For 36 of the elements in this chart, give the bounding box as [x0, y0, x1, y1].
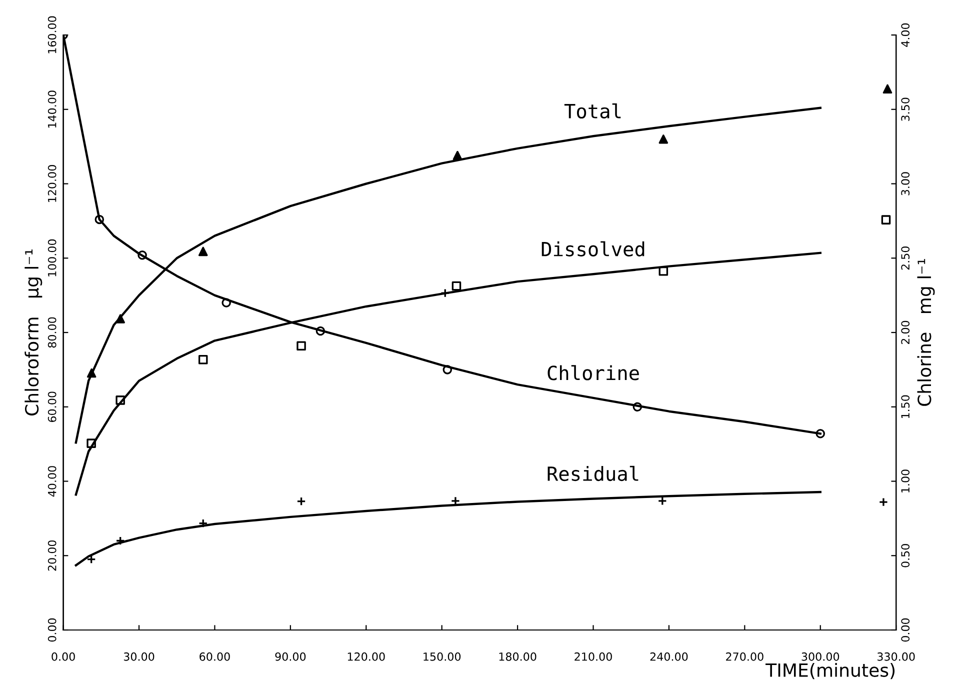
y-tick-label: 140.00: [48, 90, 56, 128]
x-tick-label: 210.00: [574, 652, 612, 661]
series-label: Dissolved: [542, 241, 644, 256]
y2-axis-title: Chlorine mg l⁻¹: [917, 259, 935, 406]
series-label: Total: [564, 103, 621, 118]
y-tick-label: 0.00: [48, 618, 56, 642]
y2-tick-label: 1.50: [901, 395, 910, 418]
x-tick-label: 150.00: [424, 652, 461, 661]
x-tick-label: 330.00: [877, 652, 915, 661]
x-tick-label: 60.00: [200, 652, 230, 661]
y-tick-label: 40.00: [48, 466, 56, 497]
y2-tick-label: 4.00: [901, 23, 910, 47]
y-tick-label: 20.00: [48, 540, 56, 571]
x-tick-label: 240.00: [650, 652, 688, 661]
x-tick-label: 120.00: [348, 652, 385, 661]
y2-tick-label: 1.00: [901, 470, 910, 492]
y-axis-title: Chloroform μg l⁻¹: [24, 250, 42, 416]
y2-tick-label: 2.50: [901, 246, 910, 270]
y2-tick-label: 3.00: [901, 172, 910, 196]
y-tick-label: 120.00: [48, 165, 56, 202]
x-tick-label: 90.00: [275, 652, 306, 661]
y-tick-label: 160.00: [48, 16, 56, 54]
y2-tick-label: 0.00: [901, 618, 910, 642]
y-tick-label: 100.00: [48, 239, 56, 276]
x-tick-label: 30.00: [124, 652, 154, 661]
y2-tick-label: 2.00: [901, 320, 910, 344]
y-tick-label: 60.00: [48, 392, 56, 422]
y2-tick-label: 3.50: [901, 98, 910, 121]
series-label: Chlorine: [548, 365, 639, 380]
x-tick-label: 180.00: [499, 652, 536, 661]
x-tick-label: 300.00: [802, 652, 840, 661]
x-axis-title: TIME(minutes): [766, 662, 895, 680]
x-tick-label: 270.00: [726, 652, 764, 661]
y-tick-label: 80.00: [48, 317, 56, 348]
y2-tick-label: 0.50: [901, 544, 910, 568]
series-label: Residual: [548, 466, 638, 482]
